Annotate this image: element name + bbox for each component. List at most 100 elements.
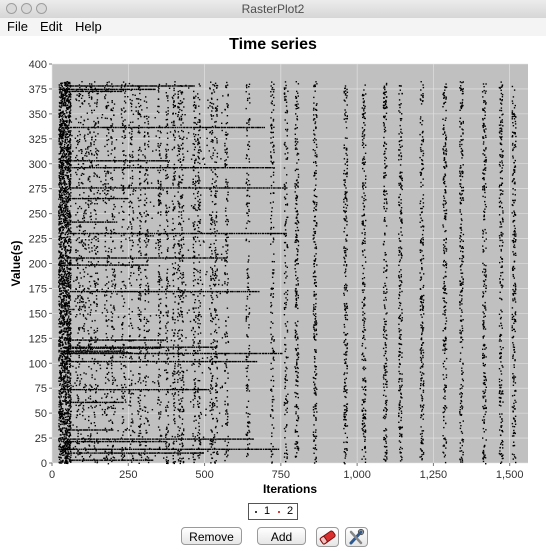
spike-point xyxy=(64,364,66,366)
spike-point xyxy=(178,85,180,87)
spike-point xyxy=(143,160,146,162)
zoom-window-button[interactable] xyxy=(36,3,47,14)
spike-point xyxy=(66,138,68,141)
spike-point xyxy=(73,160,76,162)
spike-point xyxy=(69,338,72,340)
spike-point xyxy=(79,301,81,304)
raster-plot: 0 250 500 750 1,000 1,250 1,500025507510012515… xyxy=(9,59,528,496)
spike-point xyxy=(157,448,159,450)
spike-point xyxy=(183,167,185,169)
spike-point xyxy=(187,167,190,169)
spike-point xyxy=(149,452,152,454)
spike-point xyxy=(74,197,76,200)
spike-point xyxy=(209,126,211,129)
spike-point xyxy=(109,290,112,293)
menu-edit[interactable]: Edit xyxy=(40,19,63,34)
spike-point xyxy=(201,360,203,363)
spike-point xyxy=(156,167,159,169)
spike-point xyxy=(67,224,70,226)
spike-point xyxy=(277,187,279,189)
spike-point xyxy=(231,167,233,169)
spike-point xyxy=(79,413,81,415)
spike-point xyxy=(211,257,213,259)
spike-point xyxy=(185,187,187,189)
spike-point xyxy=(196,352,198,355)
spike-point xyxy=(83,136,86,138)
spike-point xyxy=(91,352,93,354)
spike-point xyxy=(66,383,68,385)
spike-point xyxy=(69,313,71,315)
spike-point xyxy=(196,452,198,454)
spike-point xyxy=(140,438,142,440)
spike-point xyxy=(87,257,89,259)
spike-point xyxy=(61,164,63,167)
spike-point xyxy=(66,413,68,415)
spike-point xyxy=(138,440,140,443)
spike-point xyxy=(61,88,64,91)
spike-point xyxy=(252,352,254,355)
spike-point xyxy=(220,352,223,355)
spike-point xyxy=(113,197,115,200)
spike-point xyxy=(58,343,60,346)
spike-point xyxy=(64,200,66,202)
spike-point xyxy=(119,347,121,349)
spike-point xyxy=(82,285,84,287)
spike-point xyxy=(118,346,120,348)
spike-point xyxy=(173,257,175,259)
spike-point xyxy=(126,160,129,162)
spike-point xyxy=(67,326,69,328)
spike-point xyxy=(65,400,67,402)
spike-point xyxy=(62,219,65,221)
spike-point xyxy=(163,167,165,169)
spike-point xyxy=(248,448,251,450)
spike-point xyxy=(58,336,61,338)
spike-point xyxy=(234,438,237,440)
spike-point xyxy=(66,443,68,445)
spike-point xyxy=(122,360,124,363)
spike-point xyxy=(86,85,88,87)
spike-point xyxy=(225,438,227,440)
spike-point xyxy=(236,360,238,363)
spike-point xyxy=(68,423,70,425)
spike-point xyxy=(85,347,87,349)
spike-point xyxy=(68,324,70,327)
spike-point xyxy=(58,319,60,321)
spike-point xyxy=(153,440,155,443)
spike-point xyxy=(69,318,72,320)
spike-point xyxy=(105,438,108,440)
spike-point xyxy=(253,360,255,363)
spike-point xyxy=(76,262,79,265)
spike-point xyxy=(117,360,119,363)
spike-point xyxy=(61,377,63,379)
spike-point xyxy=(86,346,88,348)
spike-point xyxy=(81,440,84,443)
spike-point xyxy=(64,83,66,85)
spike-point xyxy=(75,360,78,363)
spike-point xyxy=(126,352,129,354)
spike-point xyxy=(59,235,62,238)
spike-point xyxy=(130,264,133,266)
spike-point xyxy=(67,150,70,153)
spike-point xyxy=(89,88,92,91)
spike-point xyxy=(139,264,141,266)
spike-point xyxy=(145,88,148,91)
spike-point xyxy=(82,268,85,271)
spike-point xyxy=(275,352,278,355)
spike-point xyxy=(75,352,78,354)
spike-point xyxy=(124,197,126,200)
minimize-window-button[interactable] xyxy=(21,3,32,14)
spike-point xyxy=(84,429,87,431)
close-window-button[interactable] xyxy=(6,3,17,14)
spike-point xyxy=(60,350,62,352)
spike-point xyxy=(98,126,100,129)
menu-file[interactable]: File xyxy=(7,19,28,34)
spike-point xyxy=(99,232,101,235)
spike-point xyxy=(170,187,172,189)
spike-point xyxy=(154,448,157,450)
spike-point xyxy=(178,452,180,454)
menu-help[interactable]: Help xyxy=(75,19,102,34)
spike-point xyxy=(84,154,86,157)
spike-point xyxy=(74,440,77,443)
spike-point xyxy=(63,302,65,304)
spike-point xyxy=(79,160,82,162)
